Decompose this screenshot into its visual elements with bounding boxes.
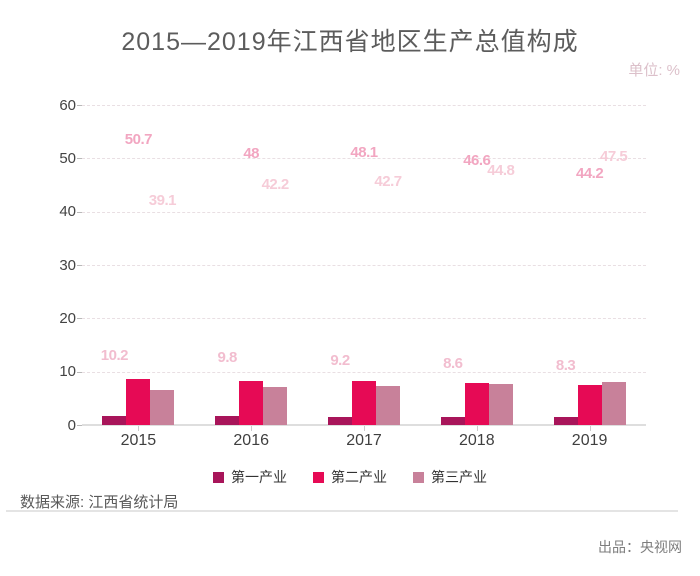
bar-第一产业-2016 (215, 416, 240, 425)
legend: 第一产业 第二产业 第三产业 (0, 467, 700, 487)
value-label-第二产业-2017: 48.1 (350, 144, 378, 162)
bar-第二产业-2015 (126, 379, 151, 425)
horizontal-gridline (82, 158, 646, 160)
bar-第一产业-2015 (102, 415, 127, 425)
x-axis-category-label: 2019 (571, 432, 608, 449)
y-axis-tick-mark (77, 425, 83, 426)
y-axis-tick-label: 0 (67, 416, 76, 434)
producer-credit: 出品：央视网 (598, 539, 682, 555)
x-axis-tick-mark (251, 426, 253, 431)
horizontal-gridline (82, 211, 646, 213)
y-axis-tick-mark (77, 105, 83, 106)
legend-item-第一产业[interactable]: 第一产业 (213, 467, 287, 487)
y-axis-tick-mark (77, 158, 83, 160)
value-label-第一产业-2019: 8.3 (555, 356, 576, 374)
legend-item-第三产业[interactable]: 第三产业 (413, 467, 487, 487)
x-axis-category-label: 2017 (346, 432, 382, 449)
value-label-第一产业-2015: 10.2 (100, 346, 129, 364)
value-label-第三产业-2017: 42.7 (374, 173, 402, 191)
legend-item-label: 第一产业 (231, 469, 287, 485)
value-label-第三产业-2018: 44.8 (487, 162, 515, 180)
footer-divider (6, 510, 678, 512)
x-axis-tick-mark (589, 426, 591, 431)
bar-第二产业-2017 (352, 381, 376, 425)
bar-第三产业-2019 (601, 381, 626, 425)
y-axis-tick-label: 30 (59, 256, 76, 274)
x-axis-tick-mark (364, 426, 365, 431)
bar-第二产业-2019 (577, 384, 602, 425)
data-source-note: 数据来源: 江西省统计局 (20, 494, 179, 511)
bar-第三产业-2016 (263, 386, 288, 425)
bar-第一产业-2019 (553, 417, 578, 425)
y-axis-tick-label: 50 (59, 149, 76, 167)
legend-item-label: 第二产业 (331, 469, 387, 485)
x-axis-category-label: 2016 (233, 432, 269, 449)
y-axis-tick-mark (77, 265, 83, 266)
value-label-第二产业-2015: 50.7 (124, 130, 153, 148)
y-axis-tick-label: 60 (59, 96, 76, 114)
value-label-第二产业-2018: 46.6 (463, 152, 491, 170)
legend-swatch-icon (413, 471, 424, 483)
y-axis-tick-mark (77, 318, 83, 320)
value-label-第三产业-2016: 42.2 (261, 175, 290, 193)
bar-第三产业-2017 (376, 386, 400, 425)
bar-第三产业-2015 (150, 389, 175, 425)
value-label-第一产业-2018: 8.6 (443, 355, 463, 373)
horizontal-gridline (82, 105, 646, 106)
value-label-第一产业-2016: 9.8 (217, 348, 238, 366)
unit-label: 单位: % (628, 62, 680, 79)
y-axis-tick-mark (77, 211, 83, 213)
y-axis-tick-label: 40 (59, 203, 76, 221)
horizontal-gridline (82, 265, 646, 266)
legend-item-第二产业[interactable]: 第二产业 (313, 467, 387, 487)
horizontal-gridline (82, 371, 646, 373)
x-axis-category-label: 2018 (459, 432, 495, 449)
value-label-第三产业-2015: 39.1 (148, 192, 177, 210)
x-axis-tick-mark (138, 426, 140, 431)
x-axis-tick-mark (476, 426, 478, 431)
value-label-第二产业-2019: 44.2 (575, 165, 604, 183)
value-label-第一产业-2017: 9.2 (330, 351, 350, 369)
x-axis-line (82, 424, 646, 426)
chart-title: 2015—2019年江西省地区生产总值构成 (121, 28, 579, 56)
value-label-第三产业-2019: 47.5 (599, 147, 628, 165)
legend-swatch-icon (213, 471, 224, 483)
bar-第一产业-2017 (328, 416, 352, 425)
bar-第二产业-2016 (239, 381, 264, 425)
bar-第二产业-2018 (464, 382, 489, 425)
y-axis-tick-label: 20 (59, 309, 76, 327)
y-axis-tick-label: 10 (59, 363, 76, 381)
x-axis-category-label: 2015 (120, 432, 157, 449)
value-label-第二产业-2016: 48 (243, 145, 260, 162)
y-axis-tick-mark (77, 371, 83, 373)
legend-item-label: 第三产业 (431, 469, 487, 485)
legend-swatch-icon (313, 471, 324, 483)
bar-第三产业-2018 (488, 384, 513, 425)
horizontal-gridline (82, 318, 646, 320)
bar-第一产业-2018 (440, 417, 465, 425)
